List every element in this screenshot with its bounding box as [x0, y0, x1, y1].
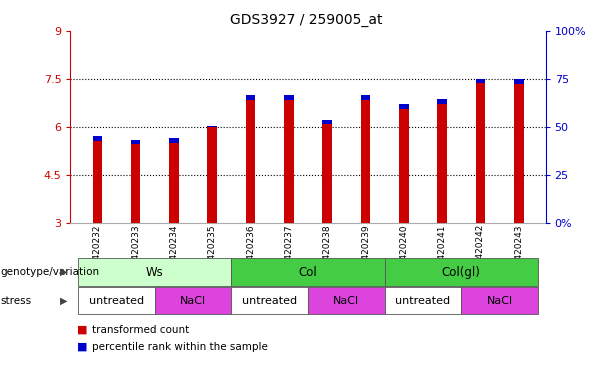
Text: ■: ■ [77, 325, 87, 335]
Bar [360, 95, 370, 101]
Bar [207, 127, 217, 223]
Bar [284, 95, 294, 99]
Bar [437, 99, 447, 104]
Bar [360, 101, 370, 223]
Bar [514, 79, 524, 84]
Text: percentile rank within the sample: percentile rank within the sample [92, 342, 268, 352]
Bar [476, 79, 485, 83]
Bar [514, 84, 524, 223]
Bar [207, 126, 217, 127]
Bar [93, 141, 102, 223]
Text: genotype/variation: genotype/variation [1, 267, 100, 277]
Bar [322, 120, 332, 223]
Bar [284, 99, 294, 223]
Text: Col: Col [299, 266, 318, 279]
Bar [169, 138, 179, 143]
Text: ▶: ▶ [60, 296, 67, 306]
Text: ▶: ▶ [60, 267, 67, 277]
Bar [246, 99, 256, 223]
Text: untreated: untreated [395, 296, 451, 306]
Bar [476, 83, 485, 223]
Text: GDS3927 / 259005_at: GDS3927 / 259005_at [230, 13, 383, 27]
Text: transformed count: transformed count [92, 325, 189, 335]
Text: NaCl: NaCl [333, 296, 359, 306]
Text: NaCl: NaCl [487, 296, 512, 306]
Text: stress: stress [1, 296, 32, 306]
Bar [399, 104, 409, 109]
Text: ■: ■ [77, 342, 87, 352]
Text: untreated: untreated [89, 296, 144, 306]
Bar [322, 120, 332, 124]
Bar [169, 143, 179, 223]
Bar [93, 136, 102, 141]
Bar [399, 109, 409, 223]
Text: NaCl: NaCl [180, 296, 206, 306]
Bar [437, 104, 447, 223]
Text: Col(gl): Col(gl) [442, 266, 481, 279]
Text: Ws: Ws [146, 266, 164, 279]
Bar [246, 95, 256, 99]
Bar [131, 139, 140, 144]
Bar [131, 144, 140, 223]
Text: untreated: untreated [242, 296, 297, 306]
